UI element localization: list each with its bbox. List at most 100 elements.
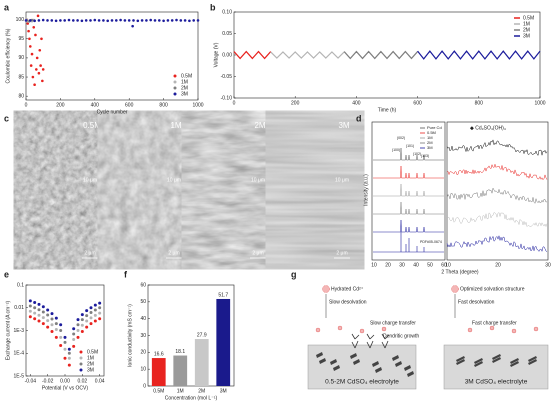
- y-tick-label: 85: [18, 74, 24, 80]
- point: [59, 335, 63, 339]
- concentration-label: 3M: [338, 121, 349, 130]
- point: [27, 29, 30, 33]
- point: [54, 335, 58, 339]
- y-tick-label: 10: [140, 366, 146, 372]
- xrd-pattern: [373, 183, 444, 197]
- peak-label: (103): [421, 154, 429, 158]
- point: [46, 319, 50, 323]
- point: [93, 303, 97, 307]
- legend-swatch: [173, 92, 177, 96]
- xrd-pattern: [373, 201, 444, 215]
- point: [192, 19, 195, 22]
- point: [93, 308, 97, 312]
- y-tick-label: 60: [140, 282, 146, 288]
- x-tick-label: 30: [399, 262, 405, 268]
- legend-label: 0.5M: [427, 130, 436, 135]
- y-tick-label: 90: [18, 55, 24, 61]
- point: [89, 306, 93, 310]
- legend-label: Pure Cd: [427, 125, 442, 130]
- reference-label: PDF#05-0674: [420, 240, 442, 244]
- xrd-zoom: [446, 163, 548, 181]
- point: [80, 323, 84, 327]
- point: [98, 311, 102, 315]
- legend-label: 3M: [427, 145, 433, 150]
- point: [89, 316, 93, 320]
- point: [41, 68, 45, 71]
- scale-label: 10 μm: [167, 177, 181, 183]
- point: [106, 19, 109, 23]
- point: [80, 318, 84, 322]
- point: [153, 19, 157, 22]
- point: [115, 19, 118, 22]
- xrd-zoom: [446, 187, 548, 204]
- scale-label: 2 μm: [252, 250, 263, 256]
- ion: [511, 328, 517, 334]
- x-axis-label: Concentration (mol L⁻¹): [165, 395, 218, 401]
- point: [50, 317, 54, 321]
- point: [31, 75, 35, 79]
- point: [76, 335, 80, 339]
- point: [63, 19, 66, 22]
- x-tick-label: 800: [159, 102, 168, 108]
- point: [72, 338, 76, 342]
- ion: [315, 327, 321, 333]
- peak-label: (002): [397, 136, 405, 140]
- scale-label: 2 μm: [168, 250, 179, 256]
- ion: [337, 325, 343, 331]
- x-tick-label: 60: [441, 262, 447, 268]
- deposit: [392, 355, 402, 367]
- point: [54, 19, 58, 23]
- point: [196, 19, 200, 22]
- xrd-zoom: [446, 212, 548, 228]
- point: [63, 356, 67, 360]
- y-tick-label: 1E-4: [13, 351, 24, 357]
- point: [188, 19, 191, 23]
- point: [37, 19, 41, 22]
- point: [28, 299, 32, 303]
- point: [50, 312, 54, 316]
- x-tick-label: 0.02: [77, 378, 87, 384]
- point: [33, 311, 37, 315]
- point: [54, 322, 58, 326]
- point: [119, 18, 122, 22]
- point: [136, 19, 140, 23]
- point: [131, 24, 134, 28]
- legend-label: 3M: [181, 91, 188, 97]
- electrode: [443, 344, 549, 390]
- point: [28, 309, 32, 313]
- panel-letter: a: [4, 2, 10, 12]
- label: Dendritic growth: [383, 333, 419, 339]
- legend-label: 2M: [427, 140, 433, 145]
- point: [41, 305, 45, 309]
- x-axis-label: Potential (V vs OCV): [42, 385, 88, 391]
- deposit: [316, 352, 326, 364]
- bar: [173, 355, 188, 386]
- y-tick-label: 0.05: [222, 31, 232, 37]
- bar: [194, 339, 209, 386]
- point: [93, 313, 97, 317]
- concentration-label: 2M: [254, 121, 265, 130]
- point: [50, 19, 54, 22]
- y-axis-label: Ionic conductivity (mS cm⁻¹): [127, 304, 133, 367]
- point: [38, 48, 42, 52]
- y-axis-label: Exchange current (A cm⁻²): [5, 301, 11, 361]
- panel-letter: g: [291, 269, 297, 279]
- point: [123, 19, 127, 22]
- bar: [151, 358, 166, 386]
- panel-letter: d: [356, 113, 362, 123]
- x-axis-label: 2 Theta (degree): [441, 269, 478, 275]
- y-tick-label: -0.10: [221, 95, 233, 101]
- point: [67, 356, 71, 360]
- point: [41, 316, 45, 320]
- point: [50, 323, 54, 327]
- legend-label: 1M: [523, 21, 530, 27]
- y-tick-label: 1E-3: [13, 328, 24, 334]
- deposit: [330, 359, 340, 371]
- point: [72, 344, 76, 348]
- point: [98, 306, 102, 310]
- x-tick-label: 400: [91, 102, 100, 108]
- xrd-pattern: [373, 165, 444, 179]
- legend-label: 1M: [427, 135, 433, 140]
- data-label: 51.7: [218, 292, 228, 298]
- point: [98, 301, 102, 305]
